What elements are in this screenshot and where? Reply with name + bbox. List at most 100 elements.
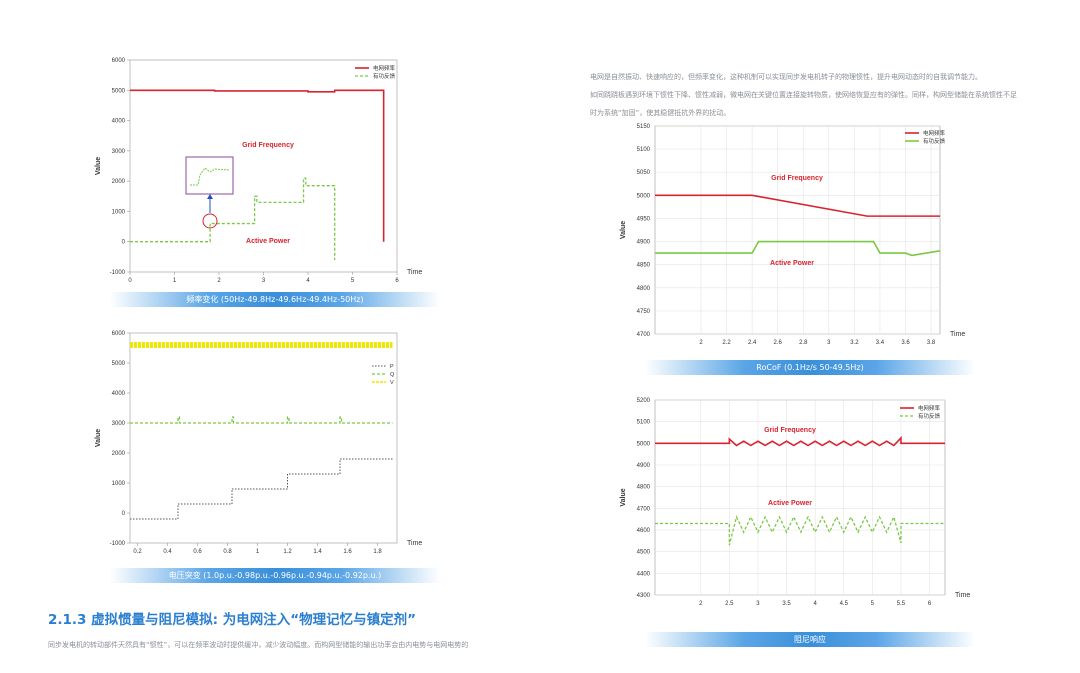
- x-tick-label: 3: [827, 340, 831, 346]
- x-tick-label: 0.2: [133, 549, 142, 555]
- y-tick-label: 5000: [637, 441, 651, 447]
- legend-label: 电网频率: [923, 129, 946, 137]
- x-axis-label: Time: [955, 592, 970, 599]
- y-tick-label: 4300: [637, 593, 651, 599]
- x-tick-label: 6: [928, 601, 932, 607]
- y-tick-label: 6000: [112, 58, 126, 64]
- plot-frame: [654, 399, 946, 596]
- y-tick-label: 4850: [637, 263, 651, 269]
- y-tick-label: -1000: [110, 541, 126, 547]
- y-tick-label: 4600: [637, 528, 651, 534]
- y-tick-label: 3000: [112, 149, 126, 155]
- series-line: [130, 89, 385, 242]
- annotation: Grid Frequency: [771, 175, 823, 182]
- y-axis-label: Value: [95, 157, 102, 175]
- y-tick-label: 5200: [637, 398, 651, 404]
- y-tick-label: 4750: [637, 309, 651, 315]
- x-tick-label: 4: [306, 278, 310, 284]
- plot-frame: [129, 332, 398, 544]
- x-tick-label: 1: [256, 549, 260, 555]
- y-tick-label: 5150: [637, 124, 651, 130]
- x-tick-label: 2: [699, 340, 703, 346]
- y-tick-label: 4500: [637, 550, 651, 556]
- series-line: [655, 240, 941, 257]
- y-tick-label: 4000: [112, 119, 126, 125]
- zoom-circle: [202, 213, 218, 229]
- x-tick-label: 3: [262, 278, 266, 284]
- series-line: [655, 515, 945, 546]
- y-tick-label: 1000: [112, 481, 126, 487]
- legend-label: 电网频率: [918, 404, 941, 412]
- x-tick-label: 2: [217, 278, 221, 284]
- x-tick-label: 0.6: [193, 549, 202, 555]
- y-tick-label: 2000: [112, 451, 126, 457]
- x-tick-label: 1.8: [373, 549, 382, 555]
- y-axis-label: Value: [620, 488, 627, 506]
- x-tick-label: 4.5: [840, 601, 849, 607]
- annotation: Active Power: [768, 500, 812, 507]
- x-tick-label: 3.6: [901, 340, 910, 346]
- x-tick-label: 2.6: [774, 340, 783, 346]
- y-tick-label: 0: [122, 511, 126, 517]
- body-text: 同步发电机的转动部件天然具有“惯性”，可以在频率波动时提供缓冲，减少波动幅度。而…: [48, 641, 469, 649]
- legend-label: 有功反馈: [923, 137, 946, 145]
- x-tick-label: 2.4: [748, 340, 757, 346]
- y-tick-label: 4700: [637, 332, 651, 338]
- annotation: Active Power: [246, 238, 290, 245]
- series-line: [655, 194, 940, 217]
- annotation: Grid Frequency: [242, 142, 294, 149]
- x-tick-label: 2: [699, 601, 703, 607]
- legend-label: V: [390, 380, 394, 386]
- annotation: Grid Frequency: [764, 427, 816, 434]
- y-tick-label: 5050: [637, 170, 651, 176]
- x-tick-label: 1.4: [313, 549, 322, 555]
- x-tick-label: 1.2: [283, 549, 292, 555]
- series-line: [655, 435, 945, 447]
- y-tick-label: 4400: [637, 571, 651, 577]
- x-axis-label: Time: [407, 540, 422, 547]
- legend-label: 有功反馈: [918, 412, 941, 420]
- x-tick-label: 3: [756, 601, 760, 607]
- x-tick-label: 5.5: [897, 601, 906, 607]
- series-line: [130, 416, 393, 424]
- x-tick-label: 4: [813, 601, 817, 607]
- section-heading: 2.1.3 虚拟惯量与阻尼模拟: 为电网注入“物理记忆与镇定剂”: [48, 612, 416, 628]
- x-tick-label: 5: [351, 278, 355, 284]
- x-tick-label: 0.4: [163, 549, 172, 555]
- y-tick-label: 4900: [637, 463, 651, 469]
- x-tick-label: 0.8: [223, 549, 232, 555]
- y-tick-label: -1000: [110, 270, 126, 276]
- legend-label: 电网频率: [373, 64, 396, 72]
- y-tick-label: 4700: [637, 506, 651, 512]
- chart-caption: RoCoF (0.1Hz/s 50-49.5Hz): [645, 360, 975, 375]
- y-tick-label: 4800: [637, 286, 651, 292]
- y-tick-label: 0: [122, 240, 126, 246]
- x-tick-label: 1: [173, 278, 177, 284]
- x-tick-label: 1.6: [343, 549, 352, 555]
- legend-label: Q: [390, 372, 395, 378]
- zoom-arrowhead: [207, 194, 213, 199]
- x-tick-label: 3.8: [927, 340, 936, 346]
- zoom-curve: [190, 167, 230, 186]
- y-tick-label: 5000: [637, 193, 651, 199]
- plot-frame: [129, 59, 398, 273]
- x-axis-label: Time: [407, 269, 422, 276]
- intro-line: 如同跷跷板遇到环境下惯性下降、惯性减弱，微电网在关键位置连接旋转物质，使网络恢复…: [590, 91, 1017, 99]
- plot-frame: [654, 125, 941, 335]
- x-axis-label: Time: [950, 331, 965, 338]
- y-tick-label: 5000: [112, 361, 126, 367]
- zoom-box: [185, 156, 234, 195]
- y-axis-label: Value: [95, 429, 102, 447]
- chart-caption: 频率变化 (50Hz-49.8Hz-49.6Hz-49.4Hz-50Hz): [110, 292, 440, 307]
- x-tick-label: 3.4: [876, 340, 885, 346]
- legend-label: 有功反馈: [373, 72, 396, 80]
- x-tick-label: 2.8: [799, 340, 808, 346]
- chart-caption: 阻尼响应: [645, 632, 975, 647]
- intro-line: 电网是自然振动、快速响应的，但频率变化，这种机制可以实现同步发电机转子的物理惯性…: [590, 73, 982, 81]
- y-tick-label: 3000: [112, 421, 126, 427]
- legend-label: P: [390, 364, 394, 370]
- x-tick-label: 2.2: [722, 340, 731, 346]
- x-tick-label: 5: [871, 601, 875, 607]
- y-tick-label: 4800: [637, 485, 651, 491]
